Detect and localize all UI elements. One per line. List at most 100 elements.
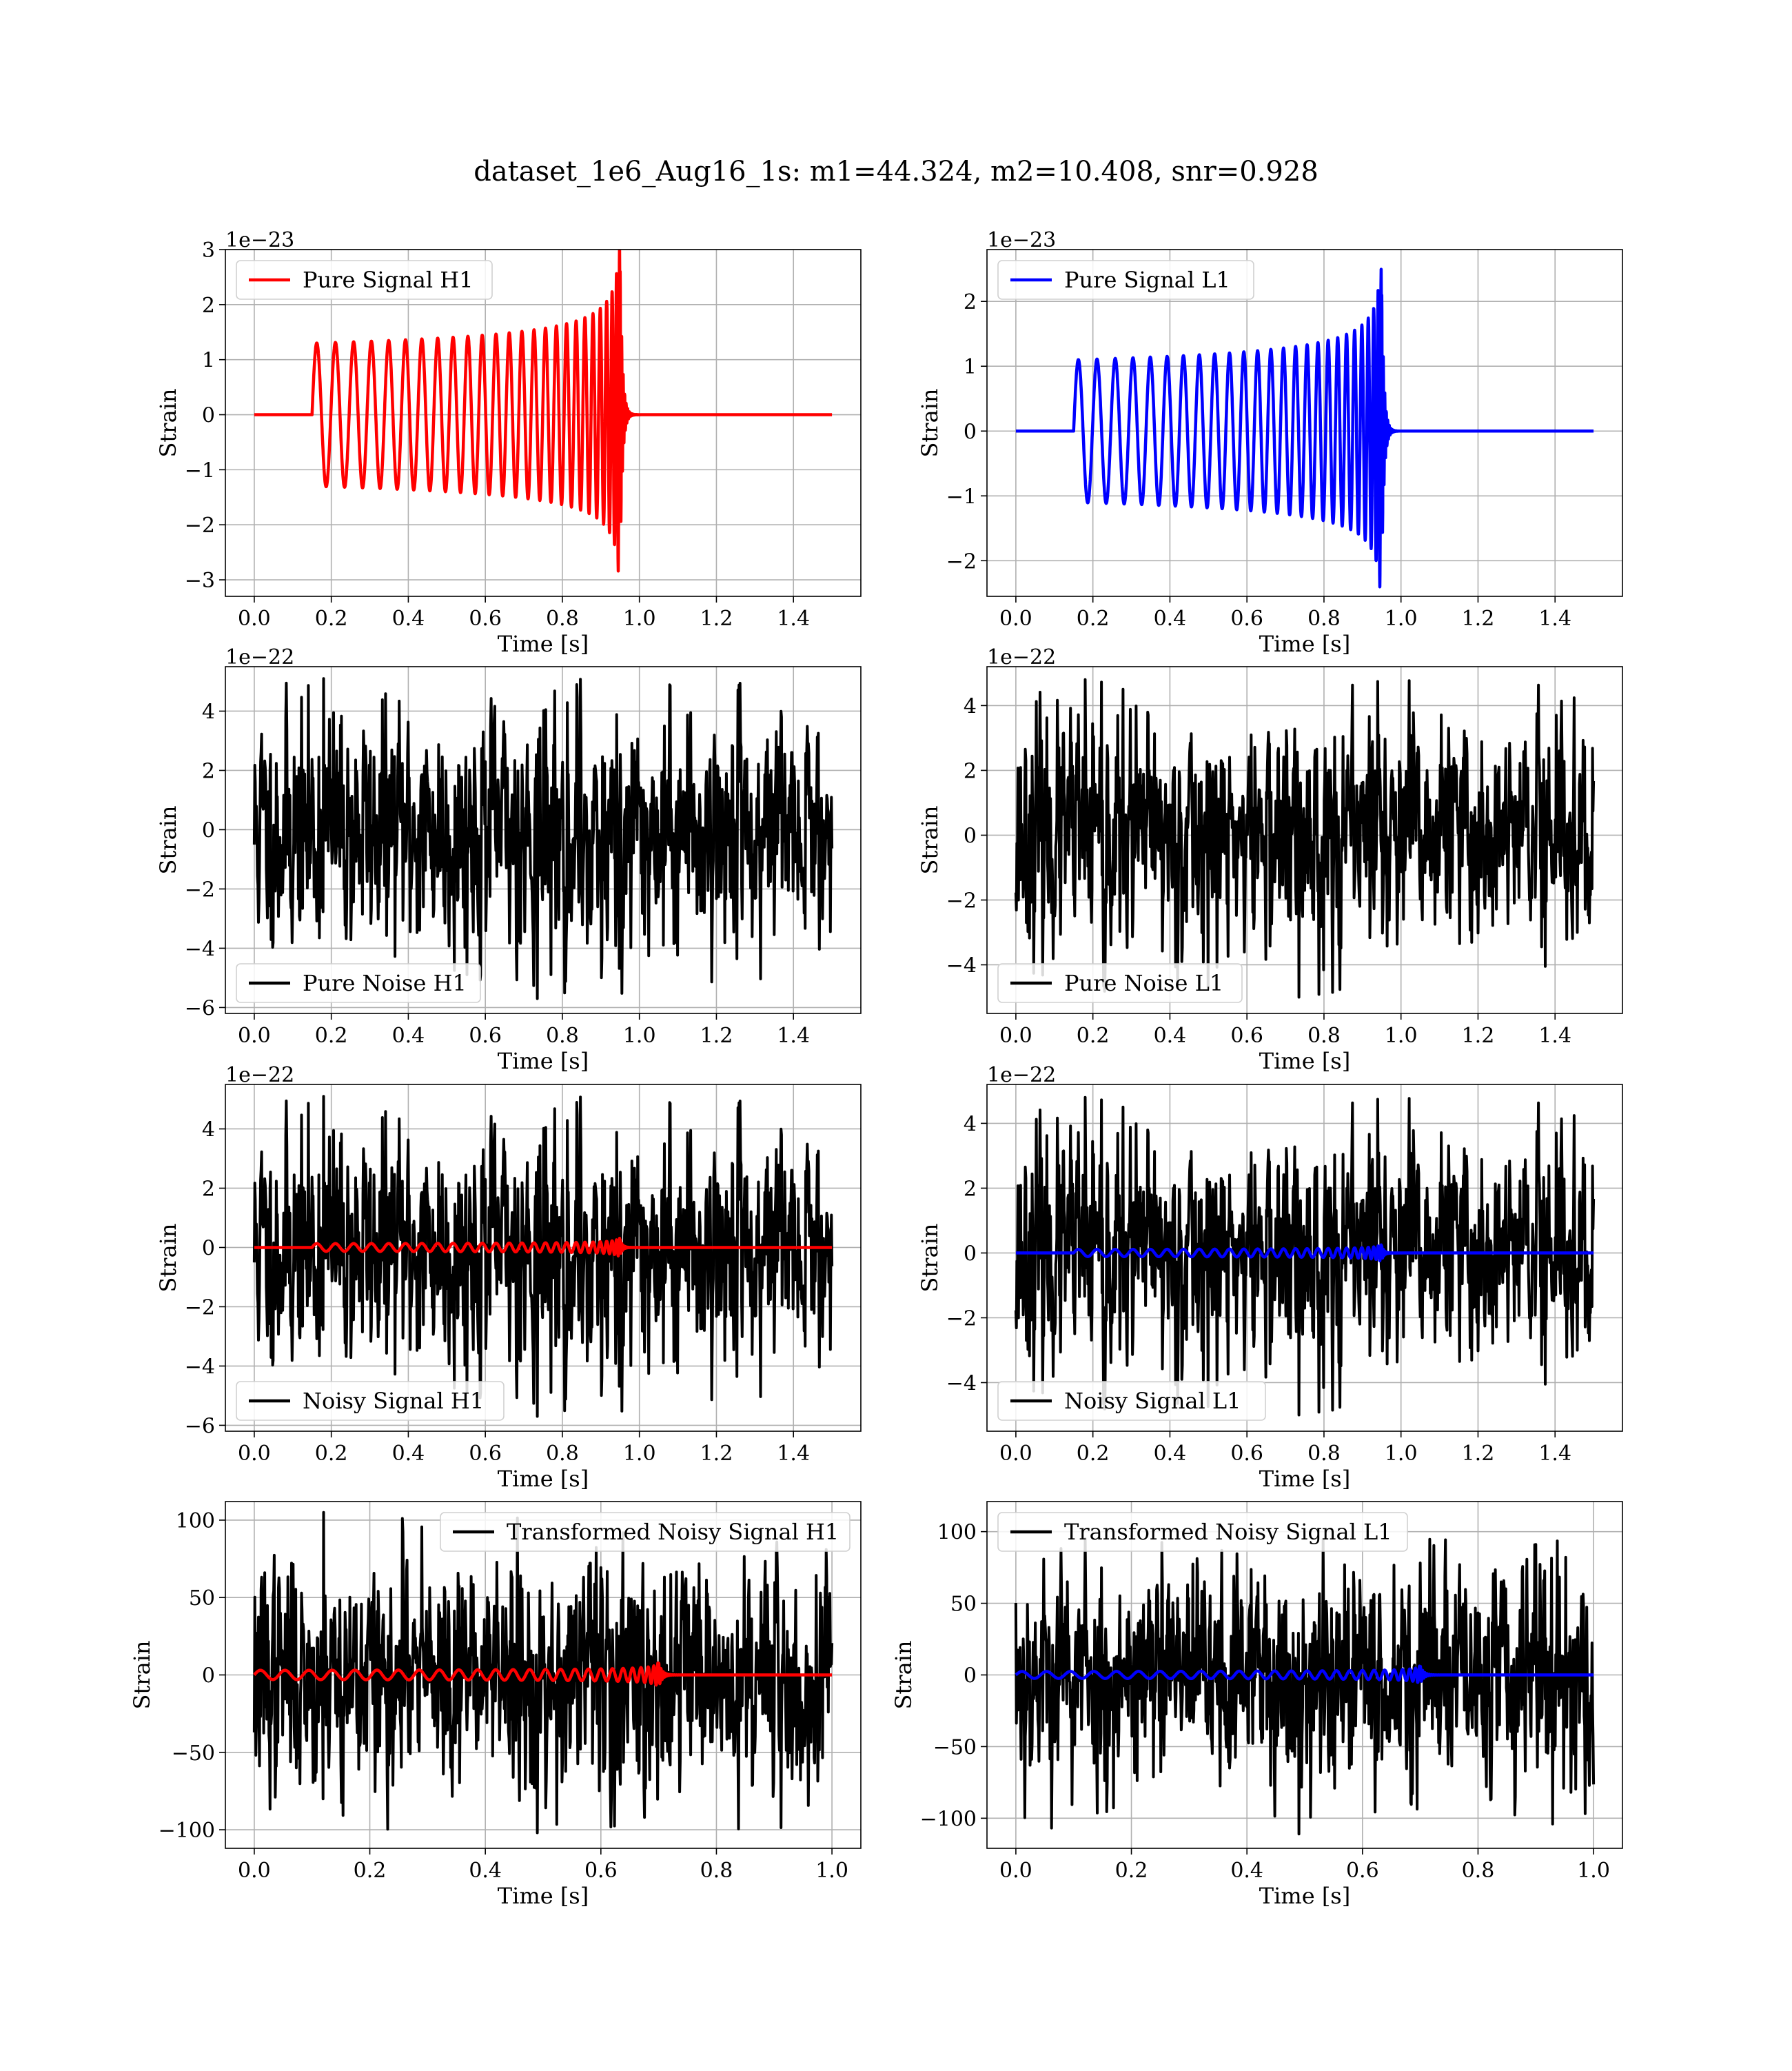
y-tick-label: −3 (185, 569, 215, 593)
y-tick-label: 4 (964, 694, 977, 718)
series-line-chirp (1014, 1664, 1596, 1684)
plot-area (1014, 1537, 1596, 1836)
x-tick-label: 0.8 (546, 1442, 579, 1466)
x-tick-label: 0.8 (546, 607, 579, 631)
axes-frame (986, 249, 1623, 597)
axis-offset-label: 1e−22 (987, 645, 1056, 669)
y-tick-label: 0 (964, 1664, 977, 1688)
y-tick-label: 0 (202, 1664, 215, 1688)
y-tick-label: 50 (950, 1593, 977, 1617)
y-tick-label: 2 (202, 294, 215, 318)
x-tick-label: 0.6 (469, 607, 502, 631)
x-tick-label: 0.2 (315, 1442, 348, 1466)
x-tick-label: 0.8 (1307, 1024, 1341, 1048)
subplot-transformed-noisy-signal-l1: 0.0 0.2 0.4 0.6 0.8 1.0 100 50 0 −50 −100 Time [s] S… (890, 1501, 1623, 1909)
legend-box (997, 963, 1243, 1003)
y-tick-label: −2 (185, 878, 215, 902)
y-tick-label: 4 (964, 1112, 977, 1136)
y-tick-label: 2 (964, 1177, 977, 1201)
series-line-chirp (1014, 1243, 1596, 1262)
series-line-chirp (252, 250, 834, 573)
y-tick-label: 2 (202, 1177, 215, 1201)
series-line-noise (252, 1095, 834, 1418)
series-line-noise (1014, 678, 1596, 999)
plot-area (1014, 1095, 1596, 1417)
y-tick-label: −6 (185, 996, 215, 1020)
x-axis-label: Time [s] (498, 631, 589, 657)
y-tick-label: 50 (189, 1586, 215, 1610)
y-axis-label: Strain (917, 389, 943, 458)
y-tick-label: 0 (202, 1236, 215, 1260)
y-tick-label: −1 (946, 485, 977, 509)
x-tick-label: 0.2 (1077, 1442, 1110, 1466)
legend: Noisy Signal H1 (236, 1381, 505, 1421)
x-tick-label: 0.6 (469, 1442, 502, 1466)
x-tick-label: 0.0 (238, 607, 271, 631)
y-tick-label: 100 (176, 1509, 215, 1533)
legend-label: Noisy Signal H1 (303, 1388, 484, 1414)
x-tick-label: 0.0 (238, 1859, 271, 1883)
x-tick-label: 0.2 (315, 1024, 348, 1048)
x-tick-label: 1.4 (777, 1024, 810, 1048)
axes-frame (225, 249, 862, 597)
plot-area (252, 250, 834, 573)
plot-area (252, 1511, 834, 1835)
legend-box (236, 260, 493, 300)
x-tick-label: 0.0 (999, 607, 1032, 631)
x-axis-label: Time [s] (1259, 1466, 1350, 1492)
legend-box (236, 963, 481, 1003)
plot-area (252, 1095, 834, 1418)
legend-box (997, 1512, 1408, 1552)
y-tick-label: −4 (185, 937, 215, 961)
y-tick-label: −2 (185, 1295, 215, 1320)
x-tick-label: 0.0 (999, 1442, 1032, 1466)
series-line-chirp (252, 1661, 834, 1687)
y-tick-label: 2 (964, 759, 977, 783)
legend-label: Pure Signal H1 (303, 267, 474, 293)
x-tick-label: 0.4 (392, 1442, 425, 1466)
subplot-pure-noise-l1: 0.0 0.2 0.4 0.6 0.8 1.0 1.2 1.4 4 2 0 −2 −4 Time [s] S… (917, 645, 1623, 1074)
y-tick-label: −4 (946, 1371, 977, 1395)
plot-area (1014, 267, 1596, 589)
x-tick-label: 1.0 (815, 1859, 848, 1883)
x-axis-label: Time [s] (1259, 631, 1350, 657)
legend: Pure Signal L1 (997, 260, 1254, 300)
y-axis-label: Strain (917, 1224, 943, 1293)
y-axis-label: Strain (917, 806, 943, 875)
x-tick-label: 1.2 (1462, 607, 1495, 631)
legend-label: Pure Noise H1 (303, 970, 467, 996)
legend: Transformed Noisy Signal L1 (997, 1512, 1408, 1552)
x-tick-label: 0.8 (700, 1859, 733, 1883)
y-tick-label: −50 (933, 1735, 977, 1759)
legend: Pure Noise L1 (997, 963, 1243, 1003)
x-tick-label: 1.0 (623, 607, 656, 631)
y-tick-label: 4 (202, 1118, 215, 1142)
axes-frame (986, 666, 1623, 1014)
x-tick-label: 0.2 (1077, 1024, 1110, 1048)
series-line-chirp (1014, 267, 1596, 589)
y-tick-label: −6 (185, 1414, 215, 1438)
axis-offset-label: 1e−22 (225, 645, 294, 669)
x-tick-label: 0.0 (238, 1442, 271, 1466)
x-axis-label: Time [s] (1259, 1883, 1350, 1909)
subplot-pure-signal-h1: 0.0 0.2 0.4 0.6 0.8 1.0 1.2 1.4 3 2 1 0 −1 −2 −3 Time [… (155, 228, 862, 657)
legend-label: Transformed Noisy Signal H1 (507, 1519, 839, 1545)
x-tick-label: 1.2 (700, 607, 733, 631)
y-tick-label: 3 (202, 239, 215, 263)
x-tick-label: 0.2 (354, 1859, 387, 1883)
x-tick-label: 0.2 (1077, 607, 1110, 631)
legend-box (440, 1512, 851, 1552)
x-tick-label: 1.4 (777, 607, 810, 631)
plot-area (252, 677, 834, 1000)
x-tick-label: 1.0 (623, 1024, 656, 1048)
x-tick-label: 1.0 (1577, 1859, 1610, 1883)
series-line-noise (1014, 1095, 1596, 1417)
x-axis-label: Time [s] (498, 1883, 589, 1909)
x-tick-label: 1.4 (1538, 1024, 1571, 1048)
y-axis-label: Strain (890, 1641, 917, 1710)
subplot-noisy-signal-l1: 0.0 0.2 0.4 0.6 0.8 1.0 1.2 1.4 4 2 0 −2 −4 Time [s] S… (917, 1063, 1623, 1492)
subplot-pure-noise-h1: 0.0 0.2 0.4 0.6 0.8 1.0 1.2 1.4 4 2 0 −2 −4 −6 Time [s… (155, 645, 862, 1074)
y-axis-label: Strain (155, 1224, 181, 1293)
x-tick-label: 0.8 (1307, 1442, 1341, 1466)
